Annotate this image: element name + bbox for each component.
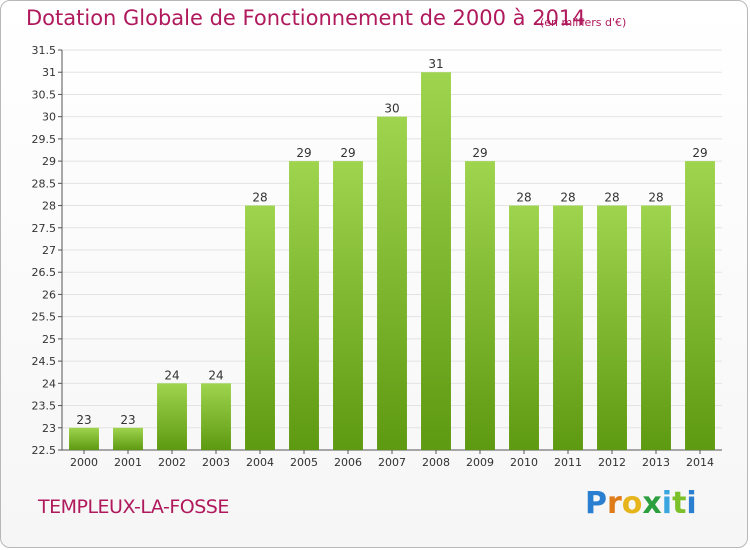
y-tick-label: 29 (42, 155, 56, 168)
y-tick-label: 26 (42, 288, 56, 301)
y-tick-label: 27 (42, 244, 56, 257)
x-tick-label: 2009 (466, 456, 494, 469)
proxiti-logo: Proxiti (585, 486, 697, 521)
bar-2010 (509, 205, 539, 450)
x-tick-label: 2008 (422, 456, 450, 469)
data-label: 29 (296, 146, 311, 160)
y-tick-label: 30 (42, 111, 56, 124)
bar-2006 (333, 161, 363, 450)
data-label: 23 (76, 413, 91, 427)
bar-2002 (157, 383, 187, 450)
data-label: 28 (648, 191, 663, 205)
y-tick-labels: 22.5 23 23.5 24 24.5 25 25.5 26 26.5 27 27.5 28 28.5… (32, 44, 62, 457)
x-tick-label: 2001 (114, 456, 142, 469)
y-tick-label: 28.5 (32, 177, 57, 190)
x-tick-label: 2000 (70, 456, 98, 469)
logo-letter: P (585, 486, 607, 521)
data-label: 29 (692, 146, 707, 160)
x-tick-label: 2013 (642, 456, 670, 469)
x-tick-label: 2014 (686, 456, 714, 469)
y-tick-label: 28 (42, 200, 56, 213)
y-tick-label: 26.5 (32, 266, 57, 279)
x-tick-labels: 2000 2001 2002 2003 2004 2005 2006 2007 2008 2009… (70, 450, 714, 469)
bar-2007 (377, 116, 407, 451)
logo-letter: r (607, 486, 622, 521)
y-tick-label: 24 (42, 377, 56, 390)
bars (69, 72, 715, 451)
y-tick-label: 25 (42, 333, 56, 346)
x-tick-label: 2003 (202, 456, 230, 469)
logo-letter: i (661, 486, 673, 521)
x-tick-label: 2012 (598, 456, 626, 469)
data-label: 29 (472, 146, 487, 160)
chart-title: Dotation Globale de Fonctionnement de 20… (26, 6, 586, 30)
bar-2001 (113, 427, 143, 450)
data-label: 29 (340, 146, 355, 160)
y-tick-label: 22.5 (32, 444, 57, 457)
x-tick-label: 2002 (158, 456, 186, 469)
y-tick-label: 31 (42, 66, 56, 79)
data-label: 30 (384, 102, 399, 116)
data-labels: 23 23 24 24 28 29 29 30 31 29 28 28 28 28 29 (76, 57, 707, 427)
y-tick-label: 23.5 (32, 400, 57, 413)
bar-2014 (685, 161, 715, 450)
y-tick-label: 25.5 (32, 311, 57, 324)
data-label: 28 (560, 191, 575, 205)
data-label: 24 (164, 368, 179, 382)
y-tick-label: 29.5 (32, 133, 57, 146)
y-tick-label: 30.5 (32, 88, 57, 101)
bar-2003 (201, 383, 231, 450)
y-tick-label: 31.5 (32, 44, 57, 57)
data-label: 28 (516, 191, 531, 205)
bar-2008 (421, 72, 451, 450)
y-tick-label: 27.5 (32, 222, 57, 235)
data-label: 28 (604, 191, 619, 205)
y-tick-label: 24.5 (32, 355, 57, 368)
commune-name: TEMPLEUX-LA-FOSSE (38, 496, 229, 518)
x-tick-label: 2004 (246, 456, 274, 469)
logo-letter: t (672, 486, 687, 521)
data-label: 31 (428, 57, 443, 71)
chart-unit: (en milliers d'€) (540, 16, 627, 29)
x-tick-label: 2005 (290, 456, 318, 469)
x-tick-label: 2010 (510, 456, 538, 469)
bar-2011 (553, 205, 583, 450)
logo-letter: x (642, 486, 662, 521)
bar-2013 (641, 205, 671, 450)
logo-letter: i (686, 486, 697, 521)
data-label: 24 (208, 368, 223, 382)
x-tick-label: 2007 (378, 456, 406, 469)
bar-2005 (289, 161, 319, 450)
x-tick-label: 2006 (334, 456, 362, 469)
bar-2009 (465, 161, 495, 450)
bar-2000 (69, 427, 99, 450)
logo-letter: o (621, 486, 643, 521)
data-label: 23 (120, 413, 135, 427)
y-tick-label: 23 (42, 422, 56, 435)
bar-2012 (597, 205, 627, 450)
x-tick-label: 2011 (554, 456, 582, 469)
data-label: 28 (252, 191, 267, 205)
bar-2004 (245, 205, 275, 450)
